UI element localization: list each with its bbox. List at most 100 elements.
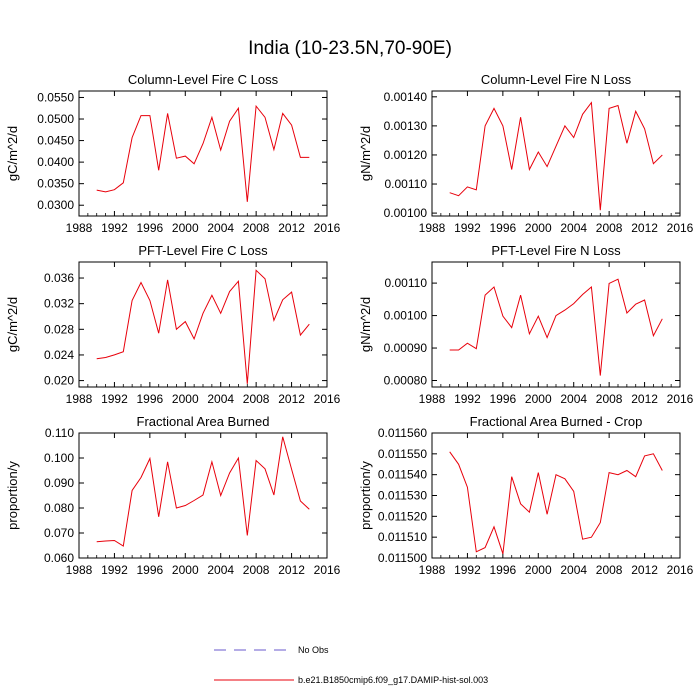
legend-label-no-obs: No Obs	[298, 645, 329, 655]
y-tick-label: 0.00130	[384, 119, 428, 133]
y-tick-label: 0.00120	[384, 148, 428, 162]
plot-frame	[78, 90, 328, 217]
y-tick-label: 0.00100	[384, 309, 428, 323]
x-tick-label: 1988	[419, 392, 446, 406]
x-tick-label: 2012	[631, 563, 658, 577]
x-tick-label: 2016	[667, 221, 694, 235]
x-tick-label: 2004	[560, 221, 587, 235]
x-tick-label: 1988	[66, 392, 93, 406]
x-tick-label: 2012	[631, 221, 658, 235]
chart-panel-1: Column-Level Fire C Loss gC/m^2/d 1988 1992…	[5, 72, 341, 235]
y-tick-label: 0.036	[44, 271, 74, 285]
x-tick-label: 1992	[454, 221, 481, 235]
x-tick-label: 1992	[454, 392, 481, 406]
x-tick-label: 2004	[560, 392, 587, 406]
y-tick-label: 0.070	[44, 526, 74, 540]
y-axis-label: proportion/y	[5, 461, 20, 530]
chart-title: PFT-Level Fire N Loss	[491, 243, 621, 258]
y-axis-label: gC/m^2/d	[5, 126, 20, 181]
x-tick-label: 1992	[101, 563, 128, 577]
x-tick-label: 2012	[278, 221, 305, 235]
y-tick-label: 0.110	[45, 426, 74, 440]
chart-panel-3: PFT-Level Fire C Loss gC/m^2/d 1988 1992 199…	[5, 243, 341, 406]
y-tick-label: 0.0400	[37, 155, 74, 169]
x-tick-label: 1996	[490, 392, 517, 406]
x-tick-label: 2008	[243, 392, 270, 406]
x-tick-label: 2004	[207, 392, 234, 406]
y-tick-label: 0.00090	[384, 341, 428, 355]
x-tick-label: 1992	[454, 563, 481, 577]
x-tick-label: 2000	[172, 392, 199, 406]
y-tick-label: 0.00080	[384, 374, 428, 388]
plot-frame	[78, 261, 328, 388]
y-tick-label: 0.090	[44, 476, 74, 490]
chart-title: Fractional Area Burned - Crop	[470, 414, 643, 429]
y-tick-label: 0.011540	[378, 468, 427, 482]
y-tick-label: 0.011500	[378, 551, 427, 565]
y-tick-label: 0.011510	[378, 530, 427, 544]
y-tick-label: 0.0500	[37, 112, 74, 126]
y-tick-label: 0.0450	[37, 134, 74, 148]
y-tick-label: 0.00110	[385, 177, 428, 191]
legend: No Obs b.e21.B1850cmip6.f09_g17.DAMIP-his…	[214, 645, 488, 685]
x-tick-label: 1996	[137, 563, 164, 577]
series-line	[96, 436, 310, 547]
y-tick-label: 0.032	[44, 297, 74, 311]
series-line	[96, 269, 310, 384]
x-tick-label: 2016	[314, 392, 341, 406]
chart-title: Fractional Area Burned	[137, 414, 270, 429]
x-tick-label: 1996	[137, 392, 164, 406]
y-tick-label: 0.020	[44, 374, 74, 388]
y-tick-label: 0.011530	[378, 489, 427, 503]
y-tick-label: 0.00110	[385, 276, 428, 290]
y-tick-label: 0.028	[44, 322, 74, 336]
y-tick-label: 0.011560	[378, 426, 427, 440]
x-tick-label: 2016	[314, 563, 341, 577]
y-tick-label: 0.011550	[378, 447, 427, 461]
y-axis-label: proportion/y	[358, 461, 373, 530]
series-line	[449, 101, 663, 211]
x-tick-label: 2000	[525, 221, 552, 235]
x-tick-label: 2008	[596, 221, 623, 235]
y-axis-label: gC/m^2/d	[5, 297, 20, 352]
x-tick-label: 1988	[66, 221, 93, 235]
y-axis-label: gN/m^2/d	[358, 297, 373, 352]
x-tick-label: 1988	[419, 563, 446, 577]
x-tick-label: 2008	[243, 563, 270, 577]
plot-frame	[431, 432, 681, 559]
y-tick-label: 0.00140	[384, 90, 428, 104]
x-tick-label: 1988	[419, 221, 446, 235]
page-title: India (10-23.5N,70-90E)	[248, 38, 452, 59]
x-tick-label: 2004	[207, 563, 234, 577]
x-tick-label: 2016	[314, 221, 341, 235]
y-tick-label: 0.0550	[37, 90, 74, 104]
chart-title: Column-Level Fire C Loss	[128, 72, 279, 87]
y-tick-label: 0.080	[44, 501, 74, 515]
x-tick-label: 1996	[490, 563, 517, 577]
x-tick-label: 2012	[631, 392, 658, 406]
x-tick-label: 2004	[207, 221, 234, 235]
y-tick-label: 0.060	[44, 551, 74, 565]
y-tick-label: 0.0350	[37, 177, 74, 191]
plot-frame	[78, 432, 328, 559]
plot-frame	[431, 261, 681, 388]
x-tick-label: 1996	[137, 221, 164, 235]
chart-panel-2: Column-Level Fire N Loss gN/m^2/d 1988 1992…	[358, 72, 694, 235]
x-tick-label: 1996	[490, 221, 517, 235]
y-tick-label: 0.011520	[378, 509, 427, 523]
y-tick-label: 0.0300	[37, 198, 74, 212]
x-tick-label: 2000	[172, 563, 199, 577]
y-tick-label: 0.100	[44, 451, 74, 465]
chart-panel-6: Fractional Area Burned - Crop proportion/…	[358, 414, 694, 577]
x-tick-label: 2016	[667, 563, 694, 577]
x-tick-label: 2000	[525, 392, 552, 406]
chart-panel-5: Fractional Area Burned proportion/y 1988 19…	[5, 414, 341, 577]
series-line	[449, 278, 663, 376]
series-line	[449, 451, 663, 554]
x-tick-label: 2000	[172, 221, 199, 235]
x-tick-label: 2004	[560, 563, 587, 577]
legend-label-model: b.e21.B1850cmip6.f09_g17.DAMIP-hist-sol.…	[298, 675, 488, 685]
x-tick-label: 1992	[101, 392, 128, 406]
y-axis-label: gN/m^2/d	[358, 126, 373, 181]
